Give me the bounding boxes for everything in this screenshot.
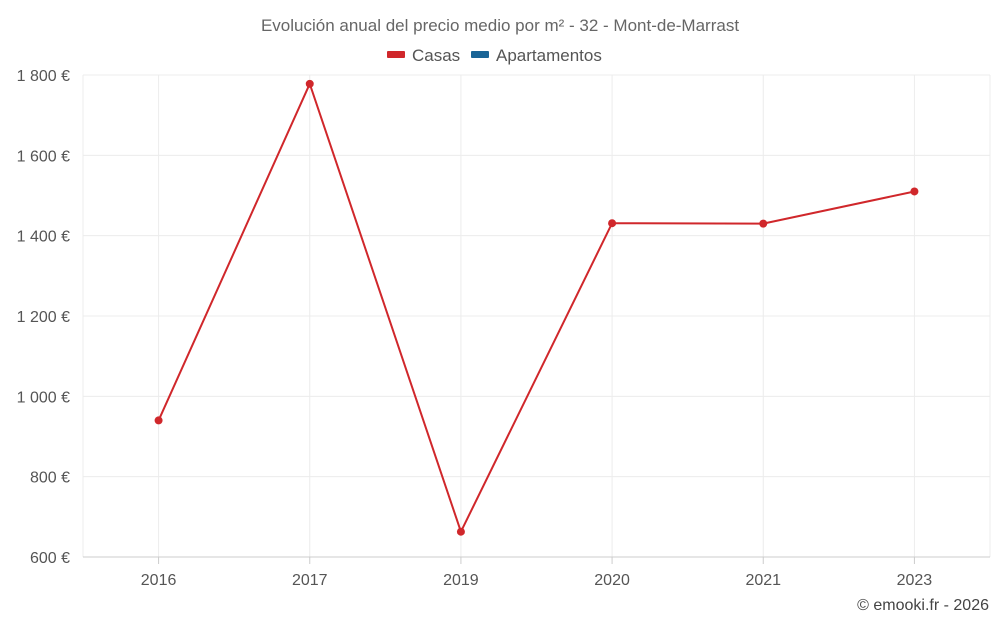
y-tick-label: 1 200 € [17, 309, 70, 326]
x-tick-label: 2019 [443, 572, 479, 589]
x-tick-label: 2020 [594, 572, 630, 589]
x-tick-label: 2017 [292, 572, 328, 589]
x-tick-label: 2016 [141, 572, 177, 589]
series-line-casas [157, 82, 915, 533]
y-gridlines [83, 74, 990, 478]
y-tick-label: 1 800 € [17, 68, 70, 85]
legend-item-apartamentos[interactable]: Apartamentos [471, 46, 602, 65]
legend-label-apartamentos: Apartamentos [496, 46, 602, 65]
x-gridlines [82, 75, 991, 557]
y-tick-label: 800 € [30, 470, 70, 487]
legend-label-casas: Casas [412, 46, 460, 65]
x-tick-label: 2023 [897, 572, 933, 589]
legend-swatch-casas [387, 51, 405, 58]
y-axis-ticks: 600 € 800 € 1 000 € 1 200 € 1 400 € 1 600 € 1 … [17, 68, 70, 567]
legend[interactable]: Casas Apartamentos [387, 46, 602, 65]
data-point-2020[interactable] [608, 219, 617, 228]
data-point-2017[interactable] [305, 79, 314, 88]
credit-text: © emooki.fr - 2026 [857, 597, 989, 614]
data-point-2016[interactable] [154, 416, 163, 425]
y-tick-label: 600 € [30, 550, 70, 567]
y-tick-label: 1 600 € [17, 148, 70, 165]
x-tick-label: 2021 [745, 572, 781, 589]
chart-title: Evolución anual del precio medio por m² … [261, 16, 739, 35]
y-tick-label: 1 000 € [17, 389, 70, 406]
legend-swatch-apartamentos [471, 51, 489, 58]
data-point-2023[interactable] [910, 187, 919, 196]
data-point-2019[interactable] [456, 527, 465, 536]
legend-item-casas[interactable]: Casas [387, 46, 460, 65]
series-casas [154, 79, 919, 536]
data-point-2021[interactable] [759, 219, 768, 228]
y-tick-label: 1 400 € [17, 229, 70, 246]
x-axis-ticks: 2016 2017 2019 2020 2021 2023 [141, 557, 933, 589]
